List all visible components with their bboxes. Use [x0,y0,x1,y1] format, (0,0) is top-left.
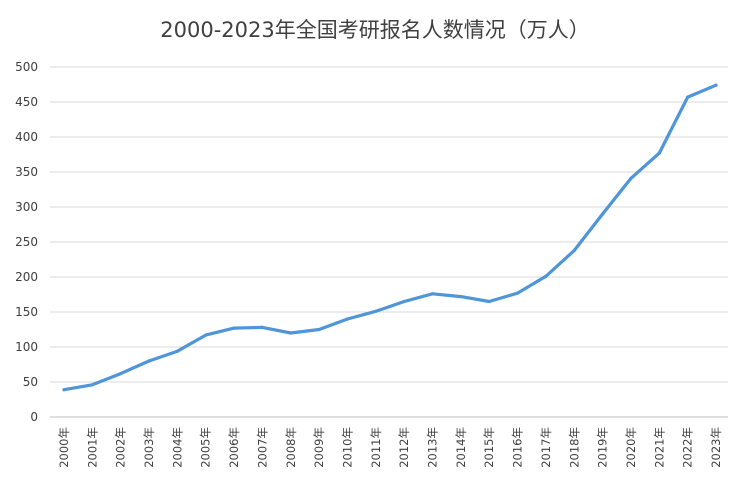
y-tick-label: 0 [30,410,38,424]
x-tick-label: 2021年 [652,427,666,468]
y-tick-label: 150 [15,305,38,319]
data-point [657,151,661,155]
data-point [260,325,265,329]
x-tick-label: 2002年 [114,427,128,468]
x-tick-label: 2010年 [340,427,354,468]
data-point [572,248,576,252]
data-point [317,327,321,332]
x-tick-label: 2017年 [539,427,553,468]
x-tick-label: 2015年 [482,427,496,468]
data-point [515,291,520,295]
x-tick-label: 2004年 [170,427,184,468]
data-point [686,95,690,99]
x-tick-label: 2003年 [142,427,156,468]
data-point [345,317,350,321]
x-tick-label: 2023年 [709,427,723,468]
gridlines [50,66,728,418]
x-tick-label: 2000年 [57,427,71,468]
x-axis: 2000年 2001年 2002年 2003年 2004年 2005年 2006年 2007年… [57,427,723,468]
x-tick-label: 2008年 [284,427,298,468]
data-point [147,359,151,363]
x-tick-label: 2016年 [511,427,525,468]
y-tick-label: 100 [15,340,38,354]
x-tick-label: 2020年 [624,427,638,468]
data-point [90,383,94,387]
y-tick-label: 300 [15,200,38,214]
data-point [175,349,179,353]
y-tick-label: 50 [23,375,38,389]
data-point [402,299,406,304]
x-tick-label: 2005年 [199,427,213,468]
x-tick-label: 2013年 [426,427,440,468]
x-tick-label: 2019年 [596,427,610,468]
x-tick-label: 2006年 [227,427,241,468]
x-tick-label: 2012年 [397,427,411,468]
data-point [204,333,208,337]
data-point [487,299,491,304]
series-line [62,83,718,392]
series [62,83,718,392]
x-tick-label: 2001年 [85,427,99,468]
x-tick-label: 2007年 [255,427,269,468]
data-point [430,292,435,296]
x-tick-label: 2011年 [369,427,383,468]
y-tick-label: 250 [15,235,38,249]
y-tick-label: 450 [15,95,38,109]
x-tick-label: 2022年 [681,427,695,468]
data-point [601,212,605,216]
data-point [119,372,123,376]
y-tick-label: 350 [15,165,38,179]
x-tick-label: 2018年 [567,427,581,468]
y-tick-label: 400 [15,130,38,144]
data-point [629,176,633,180]
data-point [544,274,548,278]
y-tick-label: 200 [15,270,38,284]
data-point [374,309,378,313]
y-tick-label: 500 [15,60,38,74]
data-point [714,83,718,87]
x-tick-label: 2009年 [312,427,326,468]
data-point [459,295,463,299]
data-point [232,326,236,330]
data-point [289,331,293,335]
chart-title: 2000-2023年全国考研报名人数情况（万人） [160,18,590,42]
y-axis: 0 50 100 150 200 250 300 350 400 450 500 [15,60,38,424]
data-point [62,388,66,392]
x-tick-label: 2014年 [454,427,468,468]
